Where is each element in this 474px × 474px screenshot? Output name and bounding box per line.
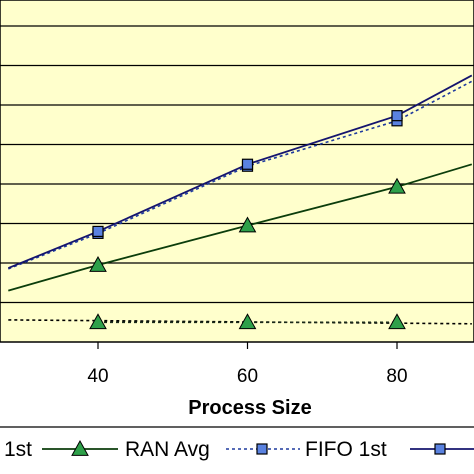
legend-sample-last [410,443,474,455]
series-2-point-2 [238,216,257,233]
legend-label-fifo-1st: FIFO 1st [305,438,387,461]
series-4-point-2 [241,158,254,170]
legend-marker-last [434,443,446,455]
legend-marker-ran-avg [71,439,89,456]
legend-label-ran-avg: RAN Avg [125,438,210,461]
series-4-point-1 [92,225,104,237]
gridlines [0,25,474,304]
series-1 [89,313,406,330]
series-4-point-3 [391,110,403,122]
legend-marker-fifo-1st [256,443,268,455]
x-tick-label-0: 40 [87,366,108,387]
legend-sample-ran-avg [42,439,118,456]
series-1-point-0 [89,313,107,330]
series-4 [7,74,473,269]
x-axis-title: Process Size [188,397,311,419]
series-2-point-1 [89,255,107,272]
series-2 [8,163,473,292]
legend-sample-fifo-1st [226,443,300,455]
series-1-point-2 [388,313,406,330]
x-tick-label-2: 80 [386,366,407,387]
legend: 1st RAN Avg FIFO 1st [0,426,474,461]
x-ticks: 40 60 80 [87,342,408,387]
x-tick-label-1: 60 [237,366,258,387]
legend-label-1st: 1st [4,438,32,461]
series-layer [7,74,473,330]
series-2-point-3 [388,177,406,194]
series-1-point-1 [238,313,257,330]
